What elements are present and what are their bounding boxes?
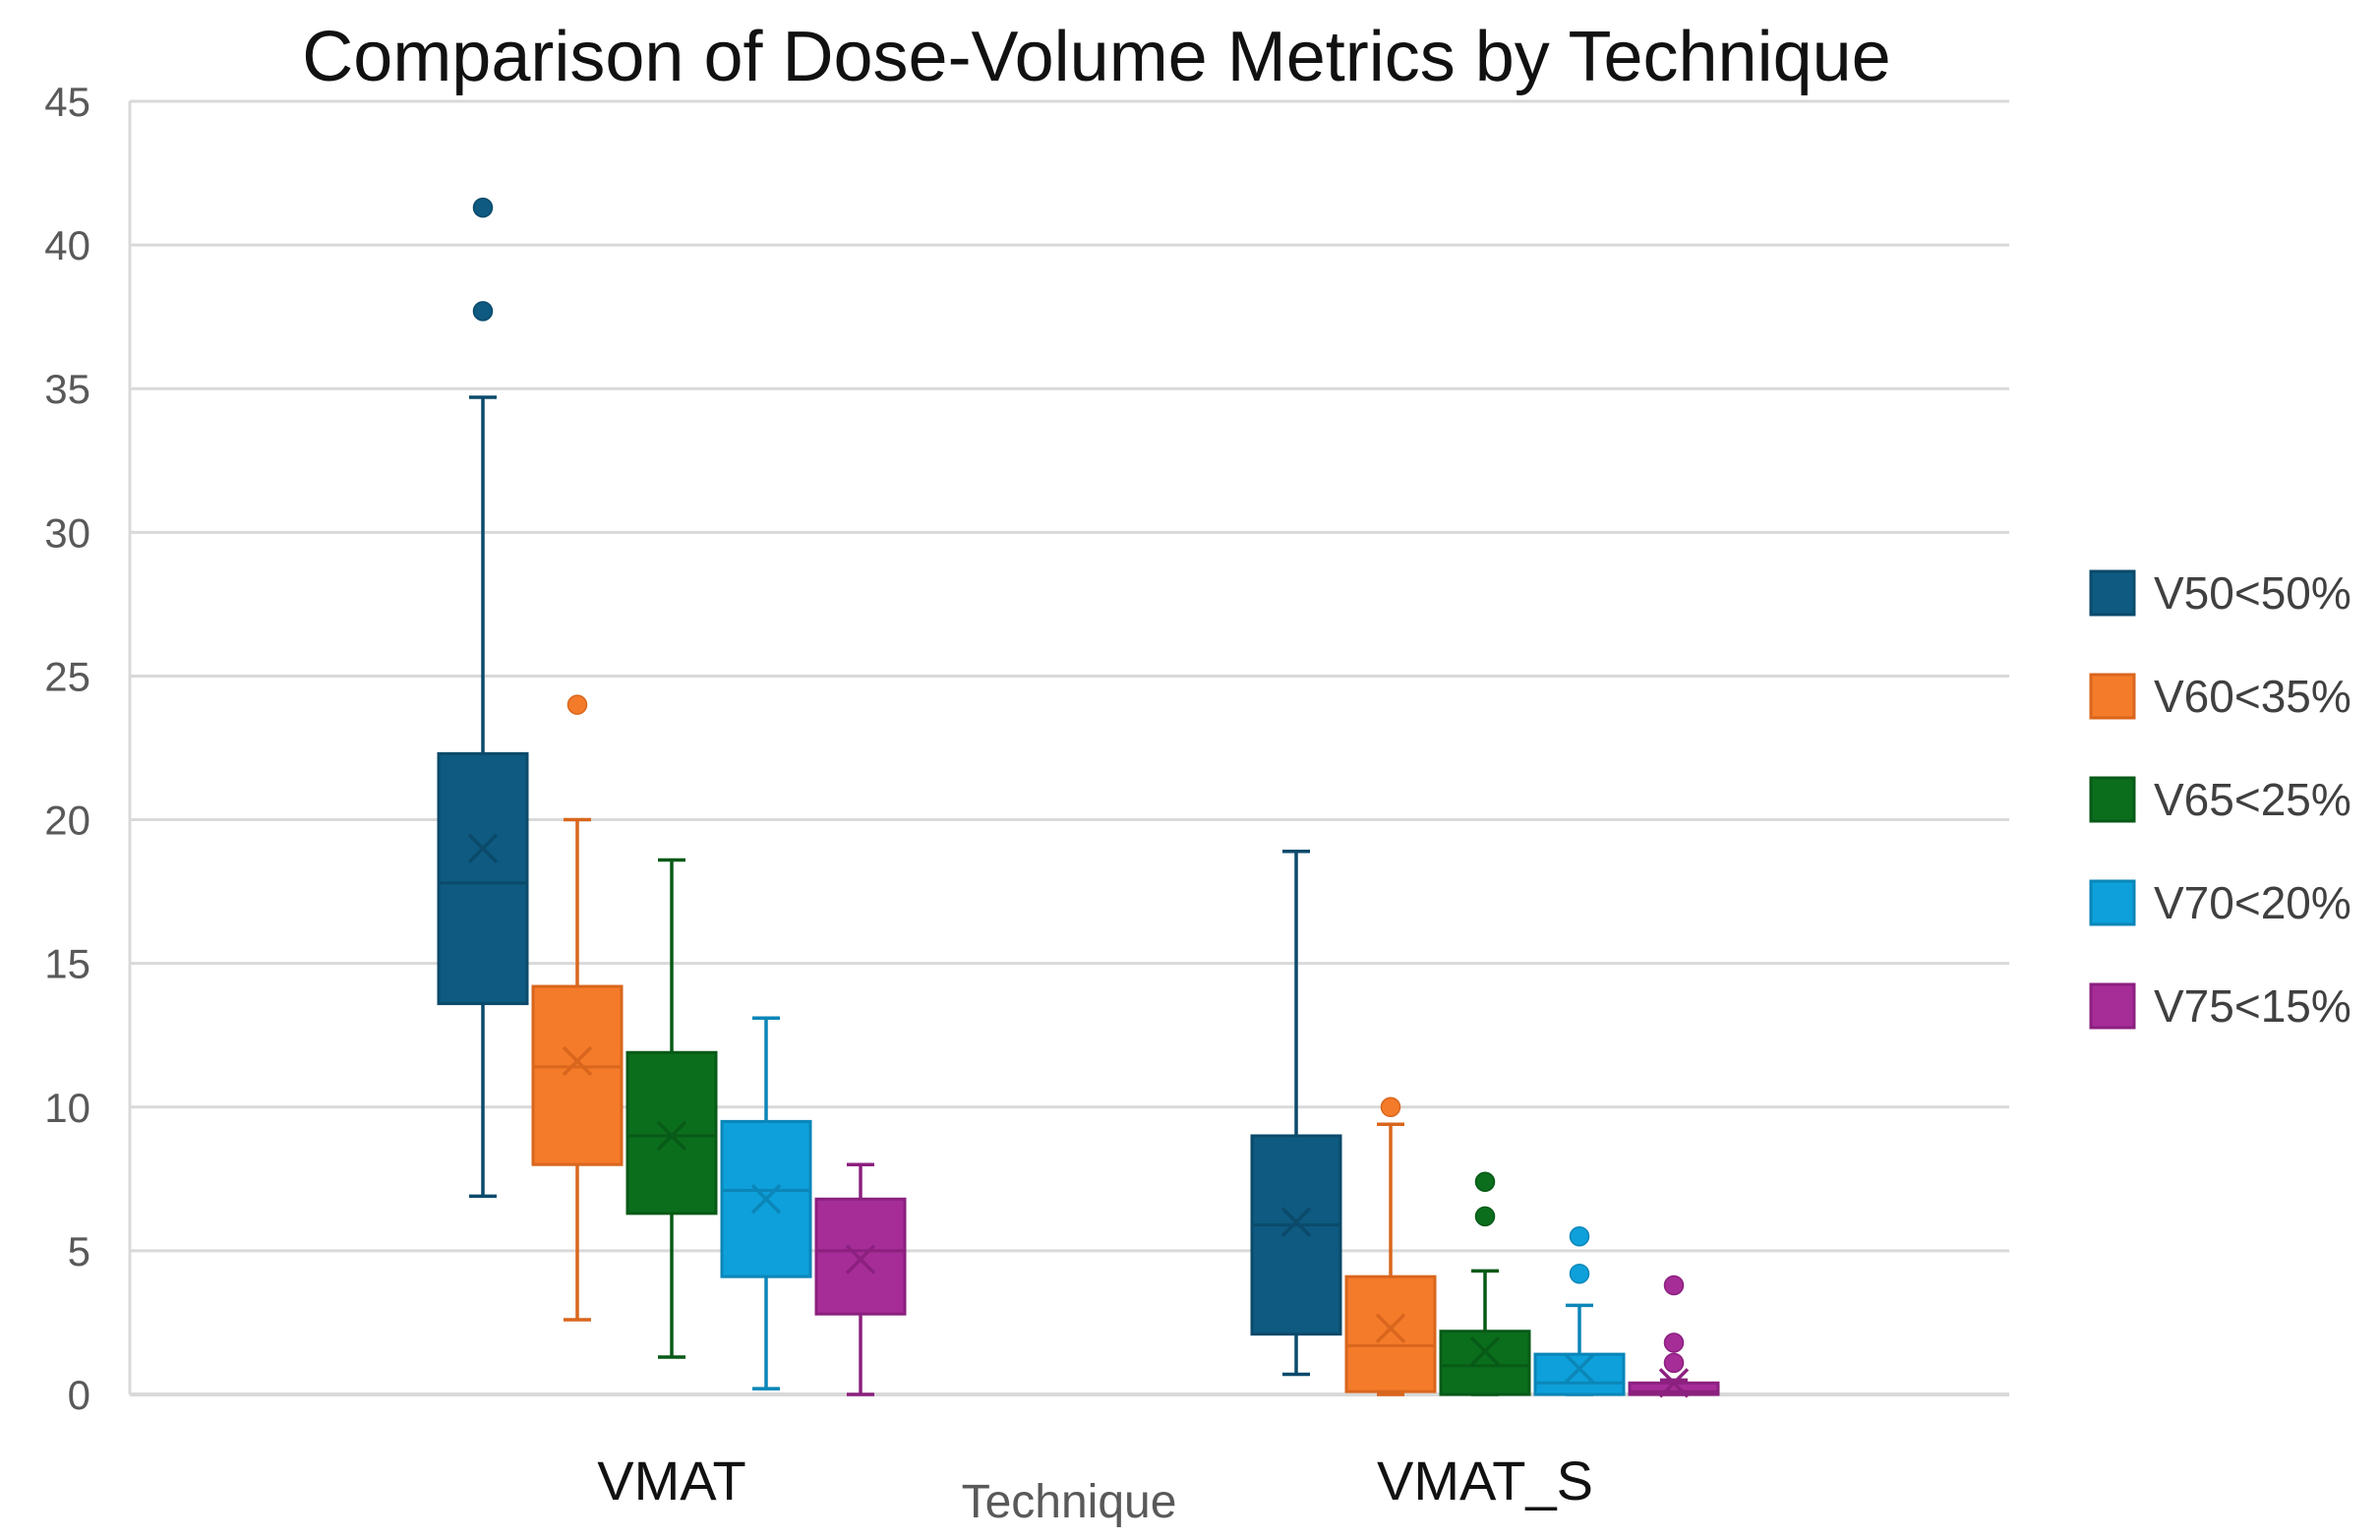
y-tick-label: 0 xyxy=(68,1372,90,1418)
outlier-point xyxy=(566,694,588,715)
iqr-box xyxy=(437,751,529,1006)
outlier-point xyxy=(1663,1274,1685,1296)
legend-swatch xyxy=(2089,673,2136,720)
mean-marker xyxy=(562,1045,593,1077)
legend-swatch xyxy=(2089,982,2136,1030)
y-tick-label: 5 xyxy=(68,1228,90,1274)
iqr-box xyxy=(1250,1134,1342,1336)
mean-marker xyxy=(1564,1353,1595,1384)
outlier-point xyxy=(1474,1206,1496,1227)
x-category-label: VMAT_S xyxy=(1377,1450,1593,1511)
mean-marker xyxy=(656,1120,687,1152)
gridlines xyxy=(130,99,2009,1253)
legend-swatch xyxy=(2089,569,2136,617)
legend-item: V65<25% xyxy=(2089,774,2351,825)
iqr-box xyxy=(531,984,624,1166)
box-plot-item xyxy=(1628,1274,1720,1398)
x-axis-title: Technique xyxy=(962,1476,1177,1528)
mean-marker xyxy=(1469,1335,1501,1367)
box-plot-item xyxy=(531,694,624,1322)
legend-label: V65<25% xyxy=(2154,774,2351,825)
iqr-box xyxy=(814,1197,907,1316)
series-V50<50% xyxy=(437,197,1342,1377)
legend-label: V70<20% xyxy=(2154,877,2351,928)
legend-label: V60<35% xyxy=(2154,671,2351,722)
y-tick-label: 15 xyxy=(44,941,90,987)
y-tick-label: 10 xyxy=(44,1085,90,1131)
legend-item: V60<35% xyxy=(2089,671,2351,722)
y-tick-label: 25 xyxy=(44,653,90,699)
iqr-box xyxy=(1439,1330,1531,1396)
outlier-point xyxy=(472,197,494,218)
legend-swatch xyxy=(2089,879,2136,926)
box-plot-item xyxy=(437,197,529,1199)
y-tick-label: 40 xyxy=(44,222,90,268)
x-category-label: VMAT xyxy=(597,1450,745,1511)
iqr-box xyxy=(1533,1352,1626,1396)
outlier-point xyxy=(1663,1352,1685,1374)
box-plot-item xyxy=(1250,849,1342,1377)
outlier-point xyxy=(1663,1333,1685,1353)
mean-marker xyxy=(1658,1368,1690,1398)
mean-marker xyxy=(1375,1313,1406,1344)
box-plot-item xyxy=(814,1162,907,1396)
mean-marker xyxy=(845,1244,876,1274)
chart-title: Comparison of Dose-Volume Metrics by Tec… xyxy=(302,18,1890,96)
y-tick-label: 20 xyxy=(44,798,90,844)
iqr-box xyxy=(625,1050,718,1215)
legend-label: V50<50% xyxy=(2154,567,2351,619)
box-plot-item xyxy=(1533,1226,1626,1396)
y-tick-label: 30 xyxy=(44,509,90,556)
mean-marker xyxy=(750,1184,782,1214)
box-plot-item xyxy=(720,1016,812,1391)
legend: V50<50% V60<35% V65<25% V70<20% V75<15% xyxy=(2089,567,2351,1032)
y-tick-label: 45 xyxy=(44,79,90,125)
iqr-box xyxy=(1344,1274,1437,1393)
box-plot-item xyxy=(625,858,718,1359)
legend-swatch xyxy=(2089,776,2136,823)
outlier-point xyxy=(1380,1096,1401,1118)
mean-marker xyxy=(467,833,499,864)
legend-item: V50<50% xyxy=(2089,567,2351,619)
legend-item: V75<15% xyxy=(2089,980,2351,1032)
y-tick-label: 35 xyxy=(44,366,90,412)
legend-label: V75<15% xyxy=(2154,980,2351,1032)
series-V65<25% xyxy=(625,858,1531,1396)
series-V70<20% xyxy=(720,1016,1626,1396)
box-plot-item xyxy=(1344,1096,1437,1396)
mean-marker xyxy=(1280,1207,1312,1237)
outlier-point xyxy=(1474,1171,1496,1193)
series-boxes xyxy=(437,197,1720,1398)
box-plot-item xyxy=(1439,1171,1531,1396)
series-V75<15% xyxy=(814,1162,1720,1398)
legend-item: V70<20% xyxy=(2089,877,2351,928)
outlier-point xyxy=(1569,1264,1590,1284)
outlier-point xyxy=(472,301,494,322)
axes: 0 5 10 15 20 25 30 35 40 45 VMAT VMAT_S xyxy=(44,79,2009,1511)
series-V60<35% xyxy=(531,694,1437,1396)
outlier-point xyxy=(1569,1226,1590,1247)
